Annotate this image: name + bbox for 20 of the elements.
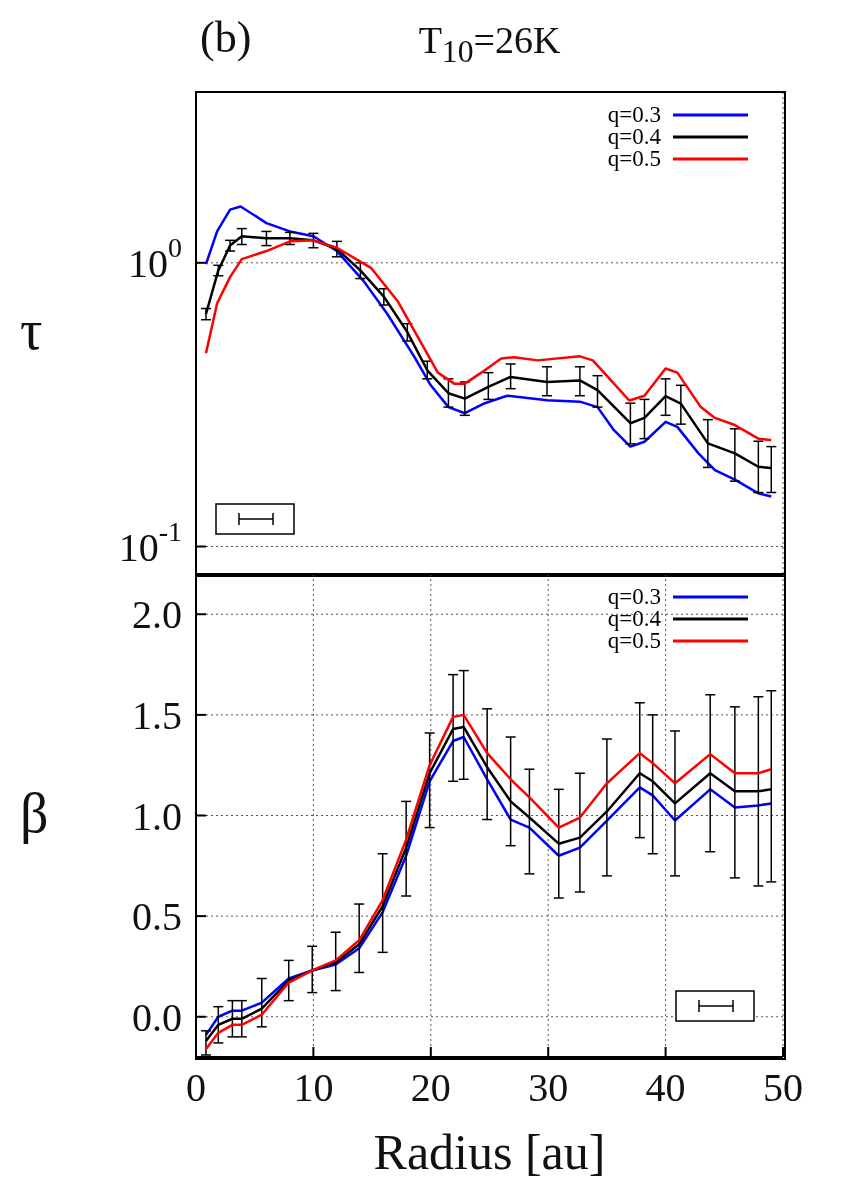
y-tick-label: 2.0 [132, 591, 182, 637]
y-axis-title: β [20, 780, 49, 845]
y-tick-label: 10$^{-1}$ [118, 515, 182, 570]
x-tick-label: 20 [410, 1065, 451, 1110]
text: (b) [200, 12, 252, 63]
x-tick-label: 40 [645, 1065, 686, 1110]
legend-label: q=0.3 [607, 102, 661, 127]
y-tick-label: 0.5 [132, 893, 182, 939]
x-tick-label: 50 [763, 1065, 803, 1110]
y-axis-title: τ [20, 298, 43, 362]
y-tick-label: 1.0 [132, 793, 182, 838]
x-tick-label: 10 [293, 1065, 334, 1110]
x-axis-title: Radius [au] [373, 1124, 606, 1180]
x-tick-label: 30 [528, 1065, 569, 1110]
y-tick-label: 0.0 [132, 994, 182, 1040]
y-tick-label: 1.5 [132, 692, 182, 738]
chart-title: T$_{10}$=26K [418, 19, 561, 69]
y-tick-label: 10$^{0}$ [128, 231, 182, 286]
legend-label: q=0.3 [607, 584, 661, 609]
x-tick-label: 0 [186, 1065, 206, 1110]
